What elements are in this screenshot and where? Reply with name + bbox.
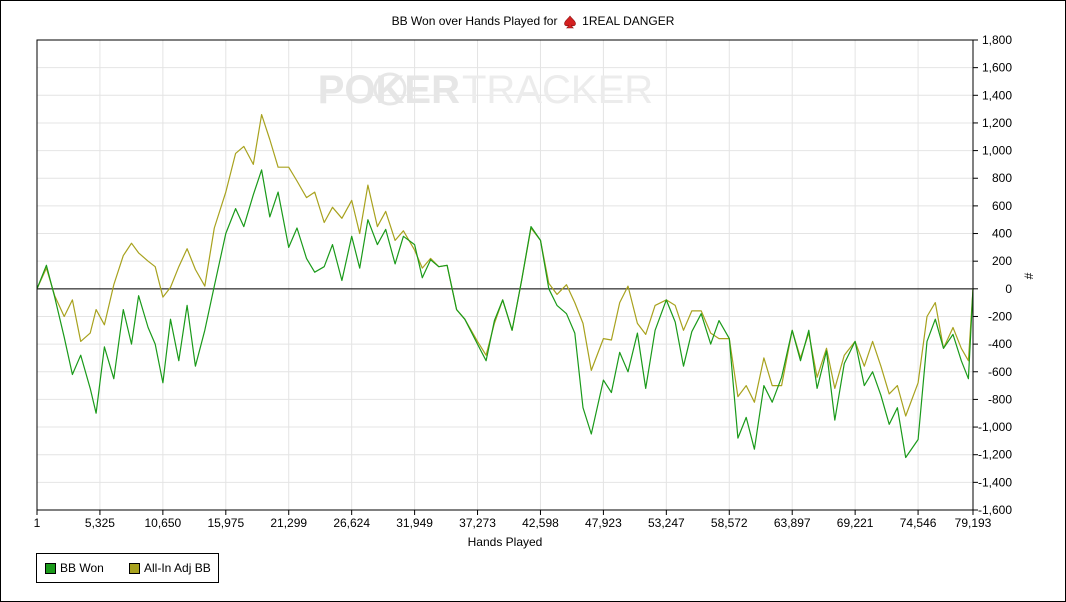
y-tick-label: 1,600	[982, 61, 1012, 75]
x-tick-label: 37,273	[459, 516, 496, 530]
legend: BB Won All-In Adj BB	[36, 553, 219, 583]
y-tick-label: -600	[988, 365, 1012, 379]
x-tick-label: 42,598	[522, 516, 559, 530]
legend-label-allin-adj-bb: All-In Adj BB	[144, 561, 211, 575]
x-axis-label: Hands Played	[468, 535, 543, 549]
x-tick-label: 21,299	[270, 516, 307, 530]
legend-label-bb-won: BB Won	[60, 561, 104, 575]
spade-icon	[564, 15, 576, 29]
x-tick-label: 74,546	[900, 516, 937, 530]
y-tick-label: -400	[988, 337, 1012, 351]
title-prefix: BB Won over Hands Played for	[391, 14, 558, 28]
y-axis: 1,800 1,600 1,400 1,200 1,000 800 600 400 200 0 -2…	[973, 33, 1012, 517]
legend-swatch-allin-adj-bb	[129, 562, 140, 574]
series-line-allin-adj-bb	[36, 113, 974, 417]
series-lines	[36, 113, 974, 459]
y-tick-label: 200	[992, 254, 1012, 268]
y-tick-label: 1,800	[982, 33, 1012, 47]
x-tick-label: 31,949	[396, 516, 433, 530]
y-tick-label: 1,000	[982, 144, 1012, 158]
y-tick-label: 800	[992, 171, 1012, 185]
x-tick-label: 69,221	[837, 516, 874, 530]
x-tick-label: 58,572	[711, 516, 748, 530]
series-line-bb-won	[36, 169, 974, 459]
legend-item-bb-won[interactable]: BB Won	[45, 561, 104, 575]
y-tick-label: 1,400	[982, 88, 1012, 102]
y-tick-label: 1,200	[982, 116, 1012, 130]
x-tick-label: 47,923	[585, 516, 622, 530]
y-tick-label: -1,200	[978, 448, 1012, 462]
y-tick-label: -1,400	[978, 475, 1012, 489]
y-tick-label: 400	[992, 227, 1012, 241]
x-tick-label: 10,650	[145, 516, 182, 530]
watermark: POKER TRACKER	[318, 68, 653, 112]
x-tick-label: 63,897	[774, 516, 811, 530]
plot-area-border	[36, 39, 974, 511]
x-tick-label: 26,624	[333, 516, 370, 530]
watermark-chip-icon	[373, 72, 407, 106]
y-tick-label: 600	[992, 199, 1012, 213]
title-player: 1REAL DANGER	[582, 14, 675, 28]
x-axis: 1 5,325 10,650 15,975 21,299 26,624 31,949 37,2…	[34, 510, 992, 530]
y-tick-label: 0	[1005, 282, 1012, 296]
y-tick-label: -800	[988, 392, 1012, 406]
x-tick-label: 1	[34, 516, 41, 530]
y-tick-label: -1,000	[978, 420, 1012, 434]
watermark-tracker: TRACKER	[462, 68, 653, 112]
x-tick-label: 79,193	[955, 516, 992, 530]
y-tick-label: -200	[988, 309, 1012, 323]
legend-item-allin-adj-bb[interactable]: All-In Adj BB	[129, 561, 211, 575]
x-tick-label: 5,325	[85, 516, 115, 530]
x-tick-label: 53,247	[648, 516, 685, 530]
y-tick-label: -1,600	[978, 503, 1012, 517]
chart-title: BB Won over Hands Played for 1REAL DANGE…	[0, 14, 1066, 29]
legend-swatch-bb-won	[45, 562, 56, 574]
x-tick-label: 15,975	[207, 516, 244, 530]
y-axis-label: #	[1022, 272, 1036, 279]
